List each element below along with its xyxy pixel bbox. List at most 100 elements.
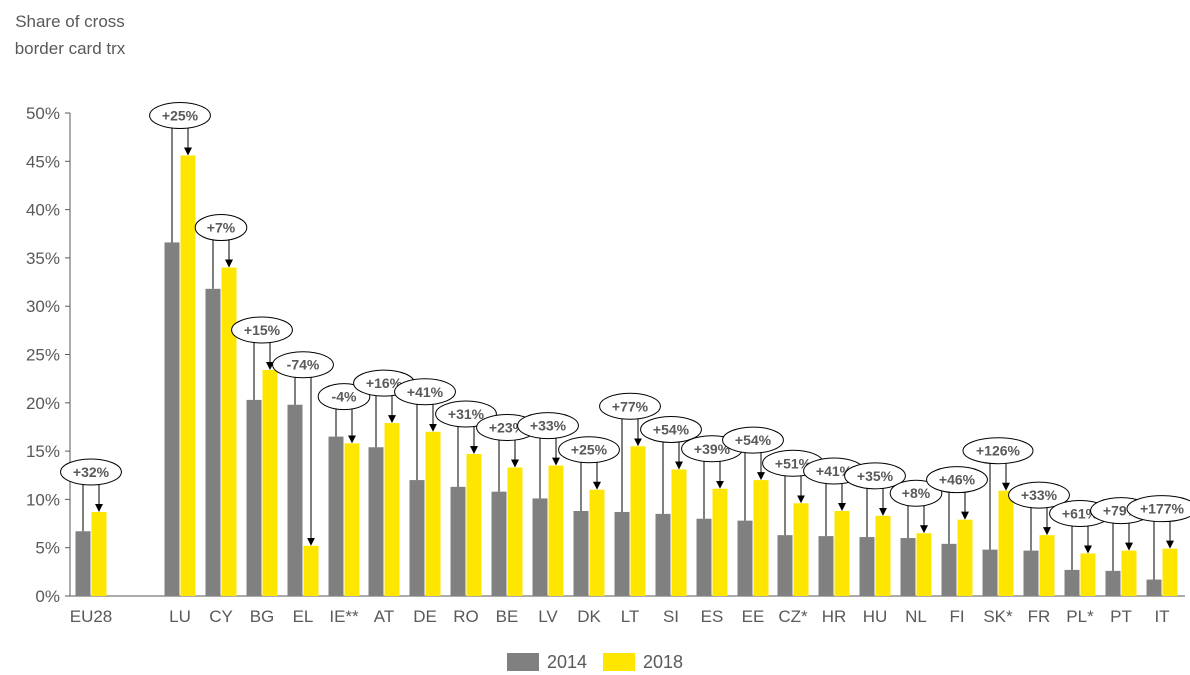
legend-swatch-2018 — [603, 653, 635, 671]
x-tick-label: LV — [538, 607, 558, 626]
bar-2014 — [777, 535, 793, 596]
bar-2018 — [630, 446, 646, 596]
y-tick-label: 35% — [26, 249, 60, 268]
x-tick-label: RO — [453, 607, 479, 626]
bar-2014 — [164, 242, 180, 596]
annotation-label: +41% — [407, 384, 444, 400]
x-tick-label: LT — [621, 607, 640, 626]
x-tick-label: EE — [742, 607, 765, 626]
y-tick-label: 0% — [35, 587, 60, 606]
annotation-label: +39% — [694, 441, 731, 457]
annotations: +32%+25%+7%+15%-74%-4%+16%+41%+31%+23% +3… — [60, 102, 1190, 580]
annotation-label: +31% — [448, 406, 485, 422]
annotation-label: +54% — [735, 432, 772, 448]
bar-2018 — [1121, 550, 1137, 596]
x-tick-label: PL* — [1066, 607, 1094, 626]
x-tick-label: ES — [701, 607, 724, 626]
annotation-label: +54% — [653, 421, 690, 437]
bar-2014 — [573, 510, 589, 596]
bar-2014 — [532, 498, 548, 596]
annotation-oval — [640, 415, 702, 443]
annotation-label: +32% — [73, 464, 110, 480]
annotation-oval — [194, 214, 248, 242]
annotation-label: +41% — [816, 463, 853, 479]
bar-2014 — [818, 536, 834, 596]
annotation-label: +61% — [1062, 505, 1099, 521]
annotation-label: +7% — [207, 220, 236, 236]
legend-label-2014: 2014 — [546, 651, 587, 672]
bar-2018 — [998, 490, 1014, 596]
x-tick-label: FR — [1028, 607, 1051, 626]
bar-2018 — [712, 488, 728, 596]
bar-2014 — [205, 288, 221, 596]
annotation-oval — [60, 458, 122, 486]
x-tick-label: HR — [822, 607, 847, 626]
x-tick-label: DK — [577, 607, 601, 626]
y-tick-label: 20% — [26, 394, 60, 413]
annotation-oval — [317, 383, 371, 411]
bar-2014 — [1064, 569, 1080, 596]
annotation-oval — [926, 466, 988, 494]
bar-2018 — [425, 431, 441, 596]
y-tick-label: 30% — [26, 297, 60, 316]
annotation-oval — [962, 437, 1034, 465]
bar-2014 — [859, 537, 875, 596]
annotation-oval — [558, 436, 620, 464]
annotation-label: +51% — [775, 455, 812, 471]
annotation-oval — [272, 351, 334, 379]
bar-2018 — [384, 423, 400, 596]
bar-2018 — [1162, 548, 1178, 596]
annotation-label: +77% — [612, 398, 649, 414]
x-tick-label: SI — [663, 607, 679, 626]
x-tick-label: CZ* — [778, 607, 808, 626]
x-tick-label: PT — [1110, 607, 1132, 626]
x-tick-label: SK* — [983, 607, 1013, 626]
annotation-label: +35% — [857, 468, 894, 484]
annotation-label: +177% — [1140, 501, 1185, 517]
annotation-label: +46% — [939, 472, 976, 488]
annotation-oval — [149, 102, 211, 130]
x-tick-label: HU — [863, 607, 888, 626]
x-tick-label: BG — [250, 607, 275, 626]
bar-2018 — [344, 443, 360, 596]
bar-2014 — [1105, 570, 1121, 596]
bar-2014 — [75, 531, 91, 596]
bar-2014 — [900, 538, 916, 596]
x-tick-label: IE** — [329, 607, 359, 626]
x-tick-label: LU — [169, 607, 191, 626]
bar-2018 — [589, 489, 605, 596]
y-tick-label: 10% — [26, 490, 60, 509]
bar-2018 — [1039, 535, 1055, 596]
annotation-oval — [394, 378, 456, 406]
bar-2018 — [834, 510, 850, 596]
annotation-oval — [1008, 481, 1070, 509]
bar-2018 — [793, 503, 809, 596]
bar-2018 — [875, 515, 891, 596]
annotation-label: +15% — [244, 322, 281, 338]
bar-2018 — [221, 267, 237, 596]
bar-2018 — [916, 533, 932, 596]
bar-2018 — [303, 545, 319, 596]
x-tick-label: FI — [949, 607, 964, 626]
annotation-oval — [231, 316, 293, 344]
annotation-label: +16% — [366, 375, 403, 391]
x-tick-label: BE — [496, 607, 519, 626]
y-tick-label: 5% — [35, 539, 60, 558]
bar-2014 — [450, 486, 466, 596]
bar-2014 — [1023, 550, 1039, 596]
annotation-label: +33% — [1021, 487, 1058, 503]
annotation-label: +33% — [530, 418, 567, 434]
bar-2014 — [1146, 579, 1162, 596]
x-tick-label: AT — [374, 607, 394, 626]
y-tick-label: 25% — [26, 346, 60, 365]
bar-2018 — [466, 453, 482, 596]
x-tick-label: EL — [293, 607, 314, 626]
legend-item-2018: 2018 — [603, 652, 683, 673]
bar-2014 — [655, 513, 671, 596]
x-tick-label: CY — [209, 607, 233, 626]
y-tick-label: 15% — [26, 442, 60, 461]
y-tick-label: 45% — [26, 152, 60, 171]
bar-2014 — [614, 511, 630, 596]
annotation-oval — [517, 412, 579, 440]
bar-2018 — [1080, 553, 1096, 596]
